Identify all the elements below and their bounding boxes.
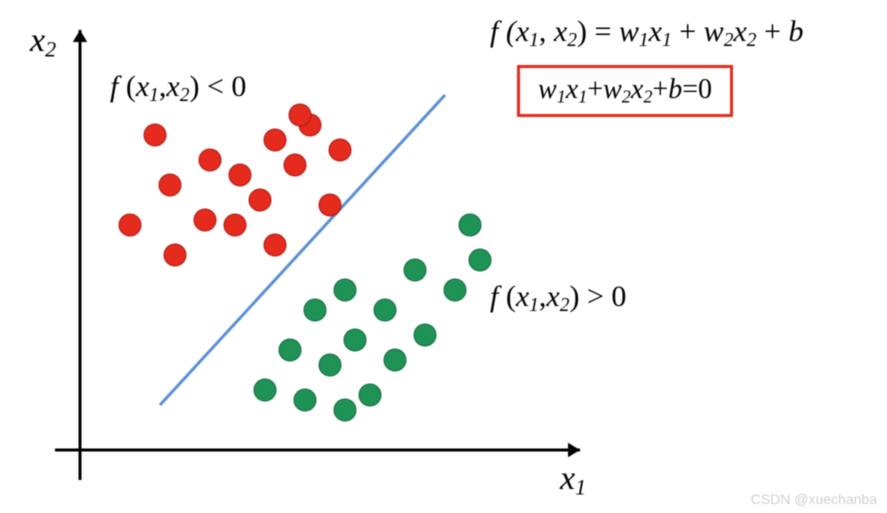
- green-point: [334, 399, 356, 421]
- red-point: [249, 189, 271, 211]
- green-point: [254, 379, 276, 401]
- green-point: [359, 384, 381, 406]
- red-point: [289, 104, 311, 126]
- green-point: [414, 324, 436, 346]
- green-point: [344, 329, 366, 351]
- red-point: [224, 214, 246, 236]
- decision-boundary-equation: w1x1+w2x2+b=0: [517, 65, 733, 117]
- y-axis-arrow: [73, 30, 87, 42]
- green-point: [304, 299, 326, 321]
- red-point: [329, 139, 351, 161]
- red-point: [164, 244, 186, 266]
- red-point: [199, 149, 221, 171]
- green-point: [294, 389, 316, 411]
- red-point: [284, 154, 306, 176]
- red-point: [194, 209, 216, 231]
- green-point: [319, 354, 341, 376]
- y-axis-label: x2: [30, 22, 56, 63]
- positive-region-label: f (x1,x2) > 0: [490, 280, 626, 317]
- green-point: [469, 249, 491, 271]
- red-point: [159, 174, 181, 196]
- green-point: [334, 279, 356, 301]
- red-point: [144, 124, 166, 146]
- red-point: [319, 194, 341, 216]
- green-point: [444, 279, 466, 301]
- green-point: [404, 259, 426, 281]
- red-point: [119, 214, 141, 236]
- red-point: [264, 234, 286, 256]
- x-axis-arrow: [568, 443, 580, 457]
- green-point: [459, 214, 481, 236]
- green-point: [384, 349, 406, 371]
- green-point: [374, 299, 396, 321]
- negative-region-label: f (x1,x2) < 0: [110, 70, 246, 107]
- watermark: CSDN @xuechanba: [751, 491, 877, 507]
- red-point: [229, 164, 251, 186]
- red-point: [264, 129, 286, 151]
- green-point: [279, 339, 301, 361]
- function-definition: f (x1, x2) = w1x1 + w2x2 + b: [490, 15, 803, 52]
- x-axis-label: x1: [560, 460, 586, 501]
